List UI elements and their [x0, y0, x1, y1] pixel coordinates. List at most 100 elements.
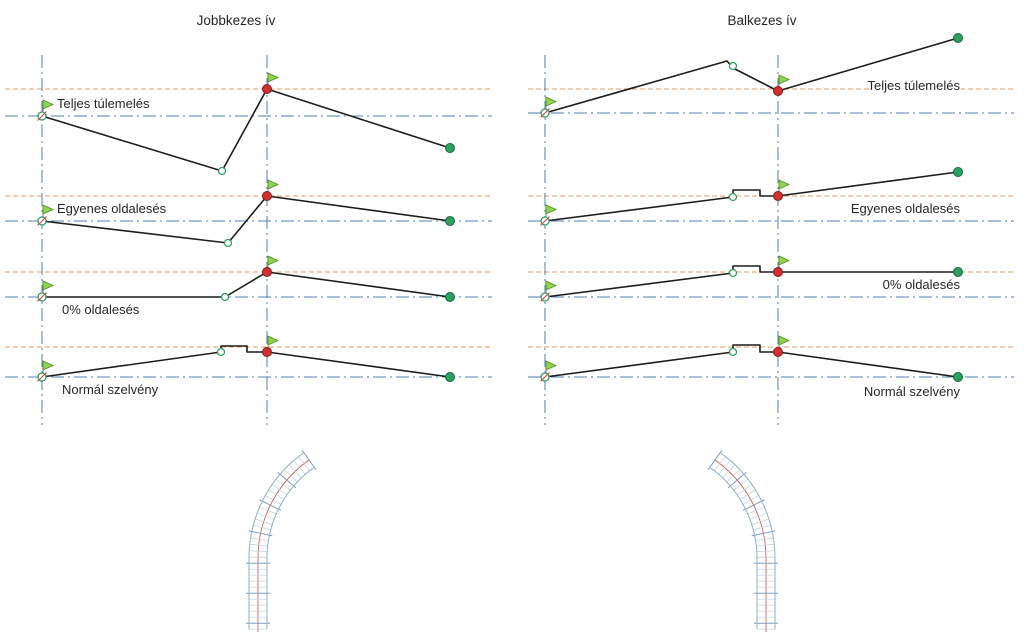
road-edge-line — [709, 466, 758, 630]
station-tick — [277, 471, 297, 489]
station-tick — [284, 469, 298, 483]
station-tick — [254, 518, 273, 525]
station-tick — [714, 456, 726, 471]
transition-station-marker — [728, 192, 738, 202]
critical-station-marker — [262, 267, 272, 277]
edge-profile-line — [41, 88, 451, 172]
station-flag-icon — [267, 335, 279, 346]
station-flag-icon — [42, 204, 54, 215]
end-station-marker — [953, 372, 963, 382]
critical-station-marker — [262, 347, 272, 357]
station-tick — [756, 543, 775, 547]
station-tick — [722, 464, 736, 479]
station-tick — [293, 460, 306, 475]
station-tick — [271, 484, 288, 496]
road-centerline — [714, 459, 767, 632]
station-flag-icon — [778, 179, 790, 190]
panel-right-hand-curve: Teljes túlemelés Egyenes oldalesés 0% olda… — [5, 55, 492, 425]
road-plan-right-hand-curve — [246, 449, 317, 632]
panel-title-left-hand-curve: Balkezes ív — [727, 13, 796, 28]
station-tick — [257, 512, 275, 520]
station-flag-icon — [545, 280, 557, 291]
critical-station-marker — [773, 191, 783, 201]
edge-profile-line — [41, 345, 451, 378]
transition-station-marker — [728, 347, 738, 357]
end-station-marker — [445, 216, 455, 226]
transition-station-marker — [223, 238, 233, 248]
transition-station-marker — [728, 61, 738, 71]
station-tick — [275, 478, 291, 491]
transition-station-marker — [728, 268, 738, 278]
start-station-marker-slash — [37, 111, 47, 121]
end-station-marker — [445, 292, 455, 302]
station-tick — [268, 489, 285, 500]
row-label: Normál szelvény — [62, 382, 159, 397]
row-label: 0% oldalesés — [62, 302, 140, 317]
station-tick — [718, 460, 731, 475]
road-edge-line — [248, 452, 305, 630]
road-plan-left-hand-curve — [707, 449, 778, 632]
road-centerline — [257, 459, 310, 632]
critical-station-marker — [262, 191, 272, 201]
station-tick — [727, 471, 747, 489]
row-label: Teljes túlemelés — [57, 96, 150, 111]
station-tick — [742, 495, 759, 505]
critical-station-marker — [773, 86, 783, 96]
road-edge-line — [719, 452, 776, 630]
station-tick — [749, 512, 767, 520]
panel-title-right-hand-curve: Jobbkezes ív — [197, 13, 276, 28]
edge-profile-line — [41, 195, 451, 244]
station-flag-icon — [778, 255, 790, 266]
row-label: Egyenes oldalesés — [851, 201, 961, 216]
station-flag-icon — [545, 96, 557, 107]
station-tick — [751, 530, 776, 537]
critical-station-marker — [262, 84, 272, 94]
station-flag-icon — [778, 74, 790, 85]
start-station-marker-slash — [540, 216, 550, 226]
station-tick — [259, 499, 282, 511]
panel-left-hand-curve: Teljes túlemelés Egyenes oldalesés 0% olda… — [528, 33, 1014, 425]
station-flag-icon — [42, 280, 54, 291]
station-tick — [248, 530, 273, 537]
row-label: Egyenes oldalesés — [57, 201, 167, 216]
start-station-marker-slash — [37, 372, 47, 382]
station-tick — [298, 456, 310, 471]
road-edge-line — [266, 466, 315, 630]
station-flag-icon — [267, 255, 279, 266]
station-tick — [259, 506, 277, 515]
start-station-marker-slash — [37, 292, 47, 302]
transition-station-marker — [217, 166, 227, 176]
station-flag-icon — [267, 72, 279, 83]
end-station-marker — [445, 372, 455, 382]
transition-station-marker — [220, 292, 230, 302]
station-tick — [751, 518, 770, 525]
station-tick — [755, 537, 774, 542]
station-tick — [739, 489, 756, 500]
critical-station-marker — [773, 267, 783, 277]
end-station-marker — [445, 143, 455, 153]
station-flag-icon — [267, 179, 279, 190]
critical-station-marker — [773, 347, 783, 357]
station-tick — [253, 524, 271, 531]
station-tick — [726, 469, 740, 483]
station-tick — [742, 499, 765, 511]
station-tick — [736, 484, 753, 496]
station-tick — [707, 449, 723, 471]
station-tick — [265, 495, 282, 505]
transition-station-marker — [216, 347, 226, 357]
station-flag-icon — [42, 360, 54, 371]
station-tick — [753, 524, 771, 531]
edge-profile-line — [544, 37, 959, 114]
start-station-marker-slash — [540, 292, 550, 302]
row-label: Teljes túlemelés — [868, 78, 961, 93]
start-station-marker-slash — [540, 372, 550, 382]
station-tick — [250, 537, 269, 542]
start-station-marker-slash — [540, 108, 550, 118]
station-tick — [301, 449, 317, 471]
station-flag-icon — [545, 360, 557, 371]
row-label: Normál szelvény — [864, 384, 961, 399]
edge-profile-line — [41, 271, 451, 298]
row-label: 0% oldalesés — [883, 277, 961, 292]
